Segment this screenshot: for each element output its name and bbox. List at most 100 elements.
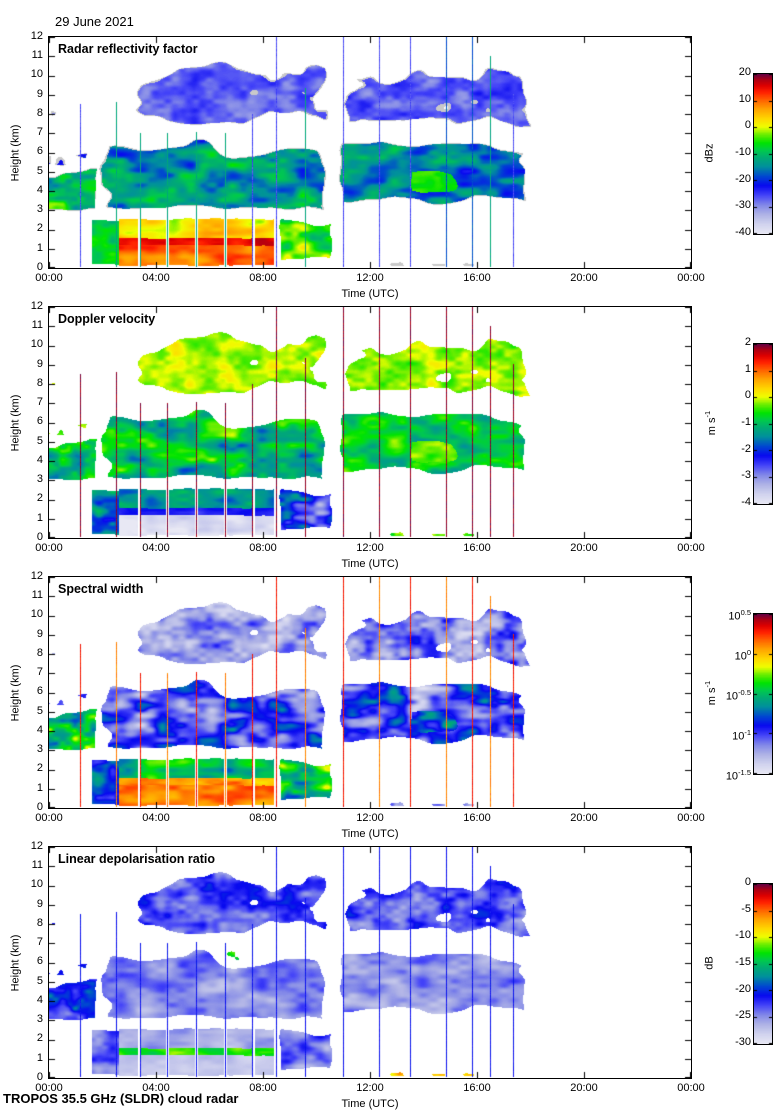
x-tick-label: 12:00: [356, 812, 384, 824]
colorbar-tick-label: -30: [735, 199, 751, 211]
y-tick-label: 1: [36, 782, 43, 794]
x-tick-label: 16:00: [463, 1082, 491, 1094]
colorbar-canvas: [753, 613, 773, 775]
date-label: 29 June 2021: [55, 14, 134, 29]
x-tick-label: 00:00: [35, 812, 63, 824]
x-tick-label: 00:00: [35, 272, 63, 284]
x-tick-label: 04:00: [142, 272, 170, 284]
y-tick-label: 8: [36, 377, 43, 389]
y-tick-label: 3: [36, 473, 43, 485]
x-tick-label: 16:00: [463, 812, 491, 824]
y-axis-label: Height (km): [9, 394, 22, 451]
y-tick-label: 10: [30, 68, 43, 80]
colorbar-tick-label: 0: [744, 389, 751, 401]
y-tick-label: 5: [36, 165, 43, 177]
colorbar-unit-label: m s-1: [703, 410, 718, 436]
colorbar-tick-label: 100.5: [728, 608, 751, 623]
y-tick-label: 6: [36, 415, 43, 427]
panel-title: Doppler velocity: [58, 312, 156, 326]
y-tick-label: 1: [36, 1052, 43, 1064]
colorbar-tick-label: -15: [735, 956, 751, 968]
colorbar-unit-label: dB: [703, 956, 716, 970]
x-tick-label: 08:00: [249, 1082, 277, 1094]
colorbar-tick-label: 20: [738, 66, 751, 78]
y-tick-label: 5: [36, 975, 43, 987]
x-tick-label: 00:00: [677, 542, 705, 554]
x-axis-label: Time (UTC): [341, 828, 399, 840]
x-axis-label: Time (UTC): [341, 1098, 399, 1110]
panel-title: Radar reflectivity factor: [58, 42, 198, 56]
y-tick-label: 5: [36, 705, 43, 717]
y-tick-label: 9: [36, 628, 43, 640]
x-tick-label: 16:00: [463, 272, 491, 284]
y-tick-label: 0: [36, 531, 43, 543]
colorbar-tick-label: -20: [735, 983, 751, 995]
x-tick-label: 20:00: [570, 1082, 598, 1094]
x-tick-label: 08:00: [249, 542, 277, 554]
y-tick-label: 8: [36, 107, 43, 119]
y-tick-label: 7: [36, 666, 43, 678]
x-tick-label: 08:00: [249, 812, 277, 824]
colorbar-tick-label: 10: [738, 93, 751, 105]
heatmap-canvas-spectral-width: [48, 576, 692, 809]
colorbar-tick-label: 10-1: [732, 728, 751, 743]
y-tick-label: 2: [36, 1032, 43, 1044]
x-tick-label: 00:00: [35, 542, 63, 554]
y-tick-label: 4: [36, 184, 43, 196]
y-tick-label: 11: [31, 859, 43, 871]
colorbar-canvas: [753, 883, 773, 1045]
y-tick-label: 8: [36, 917, 43, 929]
heatmap-canvas-doppler-velocity: [48, 306, 692, 539]
colorbar-tick-label: -30: [735, 1036, 751, 1048]
colorbar-tick-label: 10-0.5: [725, 688, 751, 703]
x-tick-label: 12:00: [356, 1082, 384, 1094]
y-tick-label: 4: [36, 994, 43, 1006]
y-tick-label: 9: [36, 88, 43, 100]
y-tick-label: 11: [31, 49, 43, 61]
x-tick-label: 20:00: [570, 812, 598, 824]
x-tick-label: 20:00: [570, 542, 598, 554]
x-tick-label: 00:00: [35, 1082, 63, 1094]
y-axis-label: Height (km): [9, 934, 22, 991]
x-axis-label: Time (UTC): [341, 288, 399, 300]
y-tick-label: 8: [36, 647, 43, 659]
y-tick-label: 5: [36, 435, 43, 447]
colorbar-tick-label: 1: [744, 363, 751, 375]
y-tick-label: 2: [36, 222, 43, 234]
y-tick-label: 0: [36, 1071, 43, 1083]
y-tick-label: 7: [36, 396, 43, 408]
x-tick-label: 04:00: [142, 1082, 170, 1094]
y-tick-label: 10: [30, 338, 43, 350]
x-tick-label: 20:00: [570, 272, 598, 284]
y-tick-label: 1: [36, 242, 43, 254]
y-tick-label: 12: [30, 570, 43, 582]
colorbar-canvas: [753, 73, 773, 235]
colorbar-tick-label: -20: [735, 173, 751, 185]
y-tick-label: 10: [30, 878, 43, 890]
colorbar-tick-label: -25: [735, 1009, 751, 1021]
y-tick-label: 7: [36, 126, 43, 138]
colorbar-unit-label: m s-1: [703, 680, 718, 706]
y-tick-label: 0: [36, 801, 43, 813]
x-tick-label: 12:00: [356, 542, 384, 554]
y-tick-label: 2: [36, 492, 43, 504]
x-tick-label: 00:00: [677, 1082, 705, 1094]
y-axis-label: Height (km): [9, 664, 22, 721]
x-tick-label: 16:00: [463, 542, 491, 554]
x-tick-label: 00:00: [677, 812, 705, 824]
colorbar-tick-label: 100: [734, 648, 751, 663]
colorbar-tick-label: -3: [741, 469, 751, 481]
y-tick-label: 9: [36, 358, 43, 370]
colorbar-tick-label: -10: [735, 929, 751, 941]
y-tick-label: 12: [30, 300, 43, 312]
y-tick-label: 2: [36, 762, 43, 774]
y-tick-label: 6: [36, 145, 43, 157]
colorbar-tick-label: -5: [741, 903, 751, 915]
heatmap-canvas-radar-reflectivity-factor: [48, 36, 692, 269]
y-axis-label: Height (km): [9, 124, 22, 181]
y-tick-label: 3: [36, 743, 43, 755]
y-tick-label: 1: [36, 512, 43, 524]
y-tick-label: 0: [36, 261, 43, 273]
colorbar-tick-label: 0: [744, 876, 751, 888]
